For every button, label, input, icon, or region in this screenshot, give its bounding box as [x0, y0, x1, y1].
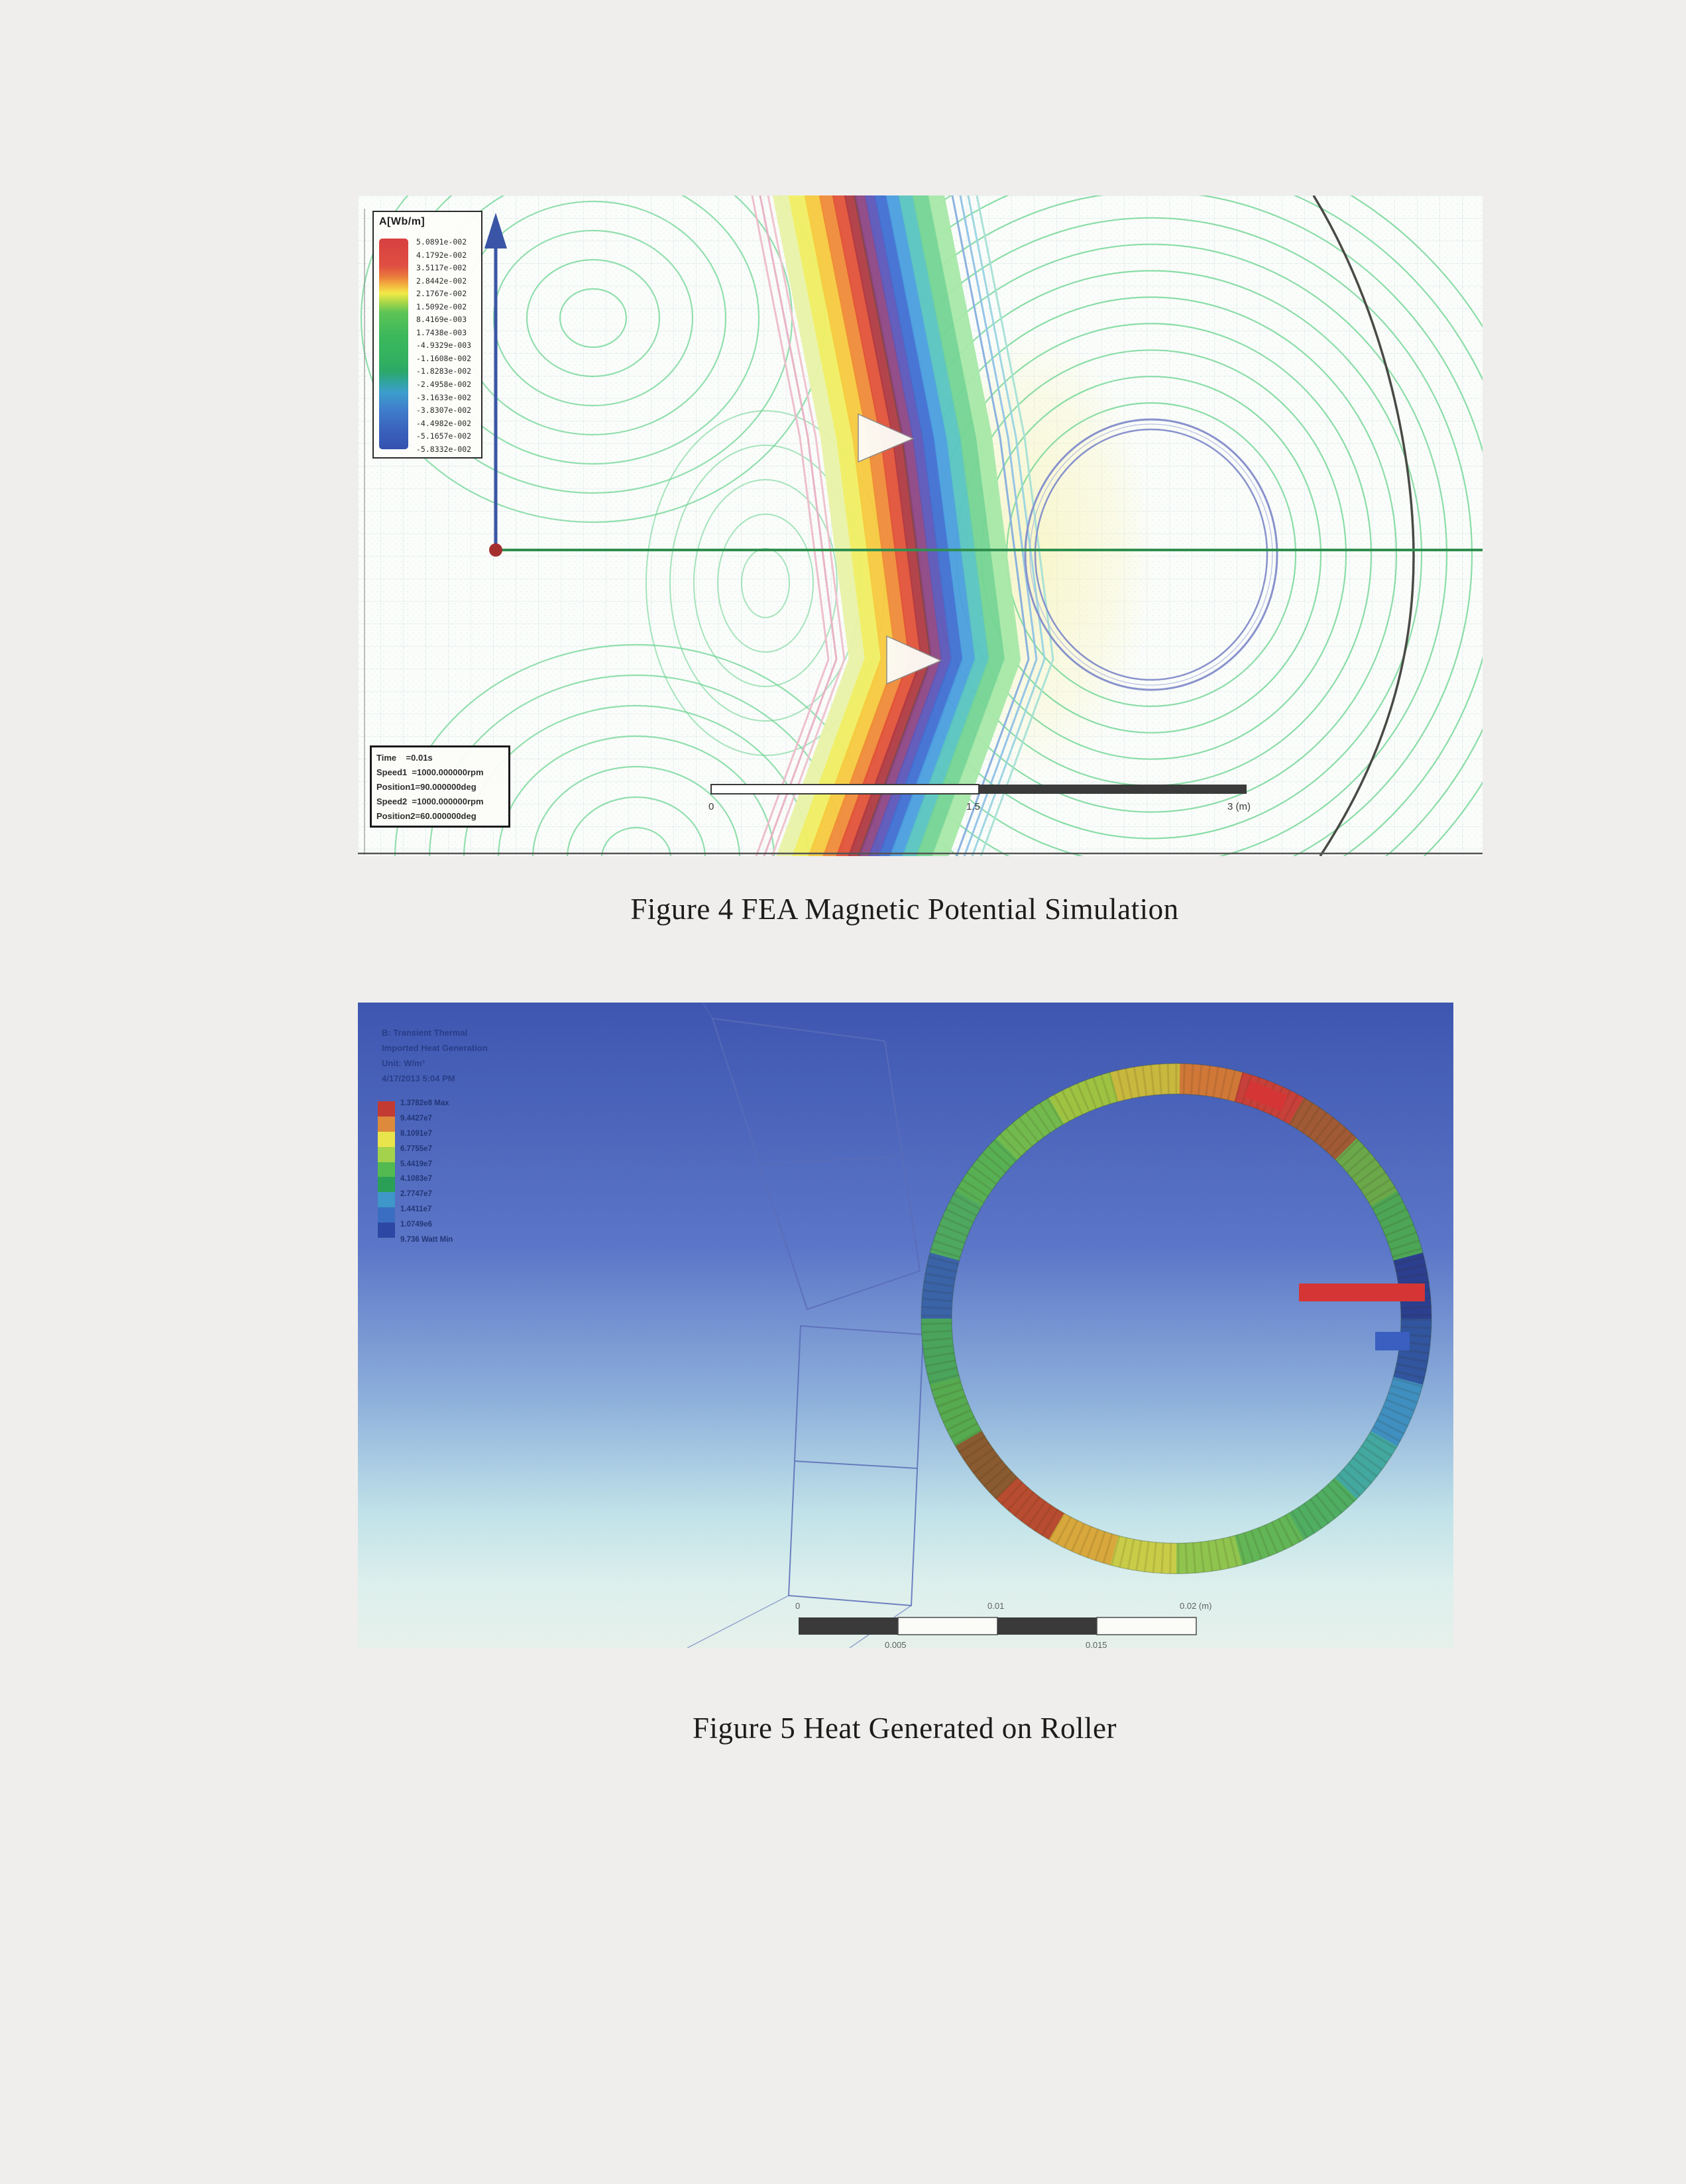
- fig4-color-legend: A[Wb/m] 5.0891e-002 4.1792e-002 3.5117e-00…: [372, 211, 482, 459]
- probe-marker: [1375, 1332, 1410, 1350]
- origin-point: [489, 543, 502, 557]
- ring-outlines: [921, 1063, 1432, 1574]
- magnet-flux-band: [751, 195, 1054, 856]
- thermal-legend-value: 1.4411e7: [400, 1205, 432, 1214]
- legend-value: -2.4958e-002: [416, 380, 472, 390]
- analysis-header-line: 4/17/2013 5:04 PM: [382, 1073, 455, 1083]
- legend-value: 1.5092e-002: [416, 301, 467, 311]
- thermal-legend-bar: [378, 1101, 395, 1238]
- legend-value: 8.4169e-003: [416, 315, 467, 325]
- simulation-info-box: Time =0.01s Speed1 =1000.000000rpm Positio…: [370, 745, 510, 828]
- thermal-legend-cell: [378, 1146, 395, 1162]
- thermal-legend-value: 1.3782e8 Max: [400, 1099, 449, 1107]
- thermal-legend-value: 9.4427e7: [400, 1114, 432, 1122]
- scale5-label-0: 0: [795, 1601, 801, 1611]
- fig5-scale-bar: [799, 1617, 1197, 1635]
- scale-label-max: 3 (m): [1227, 801, 1251, 812]
- info-line: Time =0.01s: [376, 753, 433, 763]
- figure4-caption: Figure 4 FEA Magnetic Potential Simulati…: [630, 893, 1179, 926]
- thermal-legend-value: 1.0749e6: [400, 1221, 432, 1229]
- thermal-legend-value: 2.7747e7: [400, 1190, 432, 1199]
- legend-values: 5.0891e-002 4.1792e-002 3.5117e-002 2.8442e…: [416, 236, 478, 456]
- legend-title: A[Wb/m]: [379, 216, 425, 227]
- legend-value: 3.5117e-002: [416, 263, 467, 273]
- thermal-legend-cell: [378, 1177, 395, 1193]
- legend-value: 4.1792e-002: [416, 250, 467, 260]
- thermal-legend-cell: [378, 1192, 395, 1208]
- scale-label-0: 0: [708, 801, 714, 812]
- legend-value: 2.8442e-002: [416, 276, 467, 286]
- analysis-header-line: Imported Heat Generation: [382, 1043, 488, 1053]
- legend-value: -4.4982e-002: [416, 418, 472, 428]
- legend-value: -1.1608e-002: [416, 353, 472, 363]
- legend-value: -4.9329e-003: [416, 341, 472, 351]
- thermal-legend-values: 1.3782e8 Max 9.4427e7 8.1091e7 6.7755e7 5.44…: [400, 1096, 453, 1248]
- ring-mesh-texture: [921, 1064, 1432, 1574]
- scale-label-mid: 1.5: [966, 801, 980, 812]
- info-line: Position2=60.000000deg: [376, 811, 477, 821]
- thermal-legend-cell: [378, 1207, 395, 1223]
- coil-cross-section-circle: [1024, 418, 1278, 691]
- magnet-joint-wedges: [858, 413, 942, 685]
- thermal-legend-value: 4.1083e7: [400, 1175, 432, 1183]
- thermal-legend-cell: [378, 1116, 395, 1132]
- legend-color-bar: [379, 239, 408, 449]
- scale5-label-mid: 0.01: [987, 1601, 1005, 1611]
- thermal-legend-cell: [378, 1131, 395, 1147]
- thermal-render: [358, 1003, 1453, 1648]
- y-axis-arrow: [484, 213, 507, 550]
- scale5-label-q3: 0.015: [1086, 1640, 1107, 1650]
- fea-contour-plot: [358, 195, 1483, 856]
- legend-value: -1.8283e-002: [416, 366, 472, 376]
- figure4-magnetic-simulation: A[Wb/m] 5.0891e-002 4.1792e-002 3.5117e-00…: [358, 195, 1483, 856]
- thermal-legend-value: 6.7755e7: [400, 1144, 432, 1153]
- fig4-scale-bar: [710, 784, 1247, 794]
- stator-boundary-arc: [1312, 195, 1415, 856]
- roller-heat-ring: [921, 1064, 1432, 1574]
- scale5-label-max: 0.02 (m): [1180, 1601, 1212, 1611]
- thermal-legend-value: 5.4419e7: [400, 1160, 432, 1168]
- info-line: Speed2 =1000.000000rpm: [376, 796, 484, 806]
- thermal-legend-value: 9.736 Watt Min: [400, 1236, 453, 1244]
- thermal-legend-cell: [378, 1223, 395, 1238]
- legend-value: -5.8332e-002: [416, 444, 472, 454]
- legend-value: -3.1633e-002: [416, 392, 472, 402]
- info-line: Speed1 =1000.000000rpm: [376, 767, 484, 777]
- figure5-caption: Figure 5 Heat Generated on Roller: [692, 1712, 1117, 1745]
- thermal-legend-cell: [378, 1101, 395, 1117]
- analysis-header-line: Unit: W/m³: [382, 1058, 425, 1068]
- legend-value: 2.1767e-002: [416, 289, 467, 299]
- analysis-header: B: Transient Thermal Imported Heat Genera…: [382, 1025, 488, 1086]
- analysis-header-line: B: Transient Thermal: [382, 1028, 468, 1038]
- legend-value: -5.1657e-002: [416, 431, 472, 441]
- max-heat-marker: [1244, 1080, 1288, 1112]
- info-line: Position1=90.000000deg: [376, 782, 477, 792]
- thermal-legend-cell: [378, 1162, 395, 1177]
- legend-value: 5.0891e-002: [416, 237, 467, 246]
- thermal-legend-value: 8.1091e7: [400, 1129, 432, 1138]
- figure5-thermal-simulation: B: Transient Thermal Imported Heat Genera…: [358, 1003, 1453, 1650]
- heat-flux-bar: [1299, 1283, 1425, 1301]
- wireframe-magnet-blocks: [687, 1003, 925, 1648]
- legend-value: -3.8307e-002: [416, 406, 472, 415]
- scale5-label-q1: 0.005: [885, 1640, 907, 1650]
- legend-value: 1.7438e-003: [416, 327, 467, 337]
